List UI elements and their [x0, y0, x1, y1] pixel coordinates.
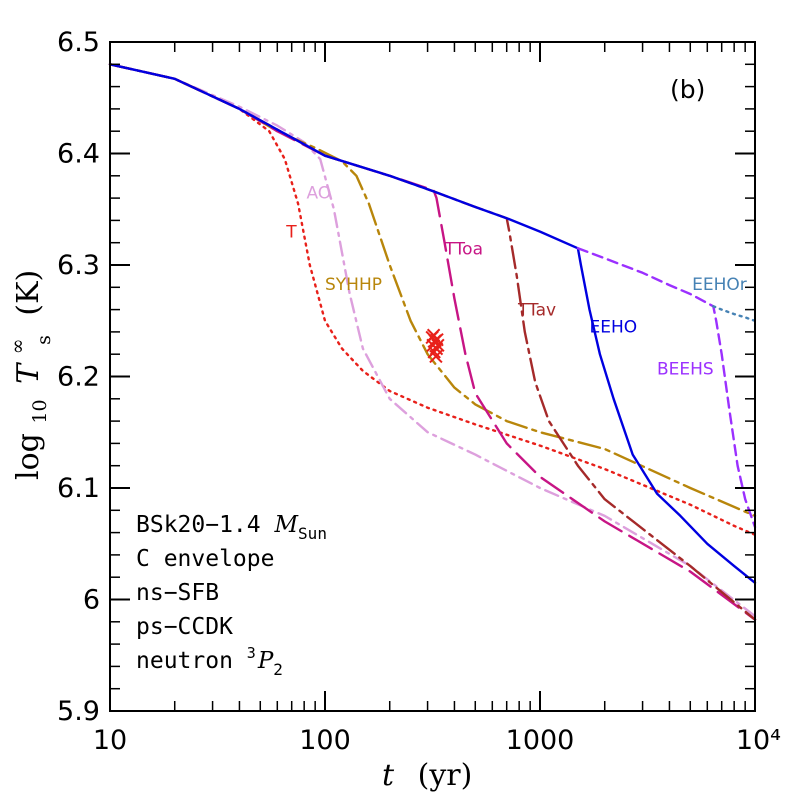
y-tick-label: 6.1 [57, 473, 100, 504]
model-info: BSk20−1.4 MSun C envelope ns−SFB ps−CCDK… [136, 512, 327, 679]
x-axis-variable: t [382, 758, 395, 793]
series-t [108, 63, 757, 536]
y-axis-variable-superscript: ∞ [7, 338, 29, 354]
observation-marker [431, 338, 445, 352]
series-syhhp [108, 63, 757, 518]
x-tick-label: 10⁴ [736, 725, 781, 756]
x-tick-label: 1000 [506, 725, 575, 756]
y-tick-label: 6.5 [57, 27, 100, 58]
panel-label: (b) [670, 75, 705, 104]
observation-marker [427, 345, 441, 359]
y-tick-label: 6.4 [57, 139, 100, 170]
y-axis-variable-subscript: s [33, 335, 55, 345]
curve-label-t: T [285, 223, 297, 243]
curves-layer [108, 63, 757, 621]
curve-label-beehs: BEEHS [657, 360, 714, 380]
info-line-5: neutron 3P2 [136, 644, 283, 679]
series-beehs [576, 247, 757, 529]
curve-label-ttav: TTav [517, 301, 556, 321]
y-axis-unit: (K) [11, 270, 46, 316]
y-axis-prefix-subscript: 10 [29, 399, 51, 423]
series-eehor [712, 305, 757, 322]
info-line-2: C envelope [136, 546, 274, 572]
curve-label-eehor: EEHOr [692, 275, 747, 295]
y-tick-label: 6.2 [57, 362, 100, 393]
plot-frame [109, 41, 756, 712]
x-tick-label: 10 [93, 725, 127, 756]
y-axis-title: log 10 T ∞ s (K) [0, 270, 58, 480]
observation-markers [425, 328, 445, 364]
tick-labels: 10 100 1000 10⁴ 5.9 6 6.1 6.2 6.3 6.4 6.5 [57, 27, 781, 756]
y-tick-label: 5.9 [57, 696, 100, 727]
x-axis-unit: (yr) [418, 758, 473, 793]
y-tick-label: 6.3 [57, 250, 100, 281]
curve-label-eeho: EEHO [590, 317, 638, 337]
info-line-3: ns−SFB [136, 580, 219, 606]
info-line-4: ps−CCDK [136, 614, 233, 640]
series-ao [108, 63, 757, 618]
observation-marker [430, 332, 444, 347]
curve-label-ao: AO [306, 184, 331, 204]
observation-marker [429, 349, 443, 364]
curve-label-syhhp: SYHHP [325, 275, 382, 295]
y-tick-label: 6 [83, 585, 100, 616]
y-axis-prefix: log [11, 433, 46, 480]
series-eeho [108, 63, 757, 584]
curve-labels: AO T SYHHP TToa TTav EEHO BEEHS EEHOr [285, 184, 747, 380]
svg-text:log 10 T ∞: log 10 T ∞ s (K) [0, 270, 58, 480]
x-axis-title: t (yr) [382, 758, 472, 793]
y-axis-variable: T [11, 362, 46, 384]
info-line-1: BSk20−1.4 MSun [136, 512, 327, 543]
x-tick-label: 100 [299, 725, 351, 756]
curve-label-ttoa: TToa [444, 239, 483, 259]
